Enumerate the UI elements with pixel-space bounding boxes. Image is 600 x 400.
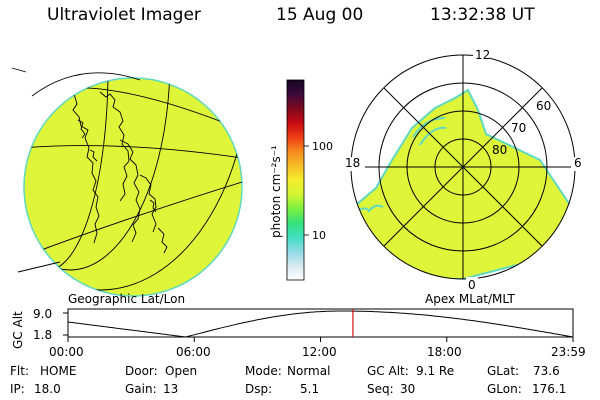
polar-grid: [350, 54, 576, 280]
tick-label-1800: 18:00: [427, 345, 462, 359]
mode-label: Mode:: [245, 364, 282, 378]
door-label: Door:: [125, 364, 158, 378]
glon-value: 176.1: [532, 382, 567, 396]
mlt-label-6: 6: [574, 156, 582, 170]
glat-label: GLat:: [487, 364, 520, 378]
gain-label: Gain:: [125, 382, 157, 396]
image-time: 13:32:38 UT: [430, 5, 535, 25]
altitude-y-label: GC Alt: [11, 311, 25, 349]
globe-outer-lines: [11, 67, 141, 273]
colorbar-tick-10: 10: [312, 229, 326, 242]
filter-value: HOME: [40, 364, 77, 378]
image-date: 15 Aug 00: [276, 5, 364, 25]
lat-label-80: 80: [492, 143, 507, 157]
globe-label: Geographic Lat/Lon: [68, 292, 185, 306]
mlt-label-12: 12: [475, 48, 490, 62]
seq-value: 30: [400, 382, 416, 396]
dsp-value: 5.1: [300, 382, 320, 396]
gain-value: 13: [163, 382, 179, 396]
tick-label-2359: 23:59: [551, 345, 586, 359]
imager-title: Ultraviolet Imager: [47, 5, 201, 25]
gc-alt-value: 9.1 Re: [416, 364, 455, 378]
mlt-label-0: 0: [468, 278, 476, 292]
mode-value: Normal: [287, 364, 331, 378]
glat-value: 73.6: [533, 364, 560, 378]
arc-feature-1: [412, 117, 446, 138]
glon-label: GLon:: [487, 382, 522, 396]
dsp-label: Dsp:: [245, 382, 273, 396]
altitude-time-ticks: [67, 337, 574, 342]
door-value: Open: [165, 364, 198, 378]
altitude-plot-frame: [67, 308, 574, 338]
arc-feature-2: [419, 126, 447, 146]
colorbar-unit-label: photon cm⁻²s⁻¹: [269, 145, 283, 238]
mlt-label-18: 18: [345, 156, 360, 170]
altitude-curve: [67, 310, 574, 338]
altitude-y-bottom: 1.8: [33, 328, 52, 342]
colorbar-tick-100: 100: [312, 140, 333, 153]
altitude-plot: 9.0 1.8 GC Alt: [11, 307, 574, 349]
colorbar: 100 10 photon cm⁻²s⁻¹: [269, 79, 333, 281]
tick-label-0600: 06:00: [176, 345, 211, 359]
polar-image: 12 18 6 0 60 70 80 Apex MLat/MLT: [343, 48, 583, 306]
arc-feature-3: [354, 204, 384, 214]
lat-label-60: 60: [536, 99, 551, 113]
ip-value: 18.0: [34, 382, 61, 396]
lat-label-70: 70: [511, 121, 526, 135]
ip-label: IP:: [10, 382, 25, 396]
tick-label-0000: 00:00: [49, 345, 84, 359]
seq-label: Seq:: [367, 382, 394, 396]
globe-image: Geographic Lat/Lon: [11, 67, 243, 306]
polar-label: Apex MLat/MLT: [425, 292, 515, 306]
altitude-y-top: 9.0: [33, 307, 52, 321]
tick-label-1200: 12:00: [302, 345, 337, 359]
filter-label: Flt:: [10, 364, 29, 378]
gc-alt-label: GC Alt:: [367, 364, 409, 378]
auroral-oval-fill: [351, 88, 575, 279]
